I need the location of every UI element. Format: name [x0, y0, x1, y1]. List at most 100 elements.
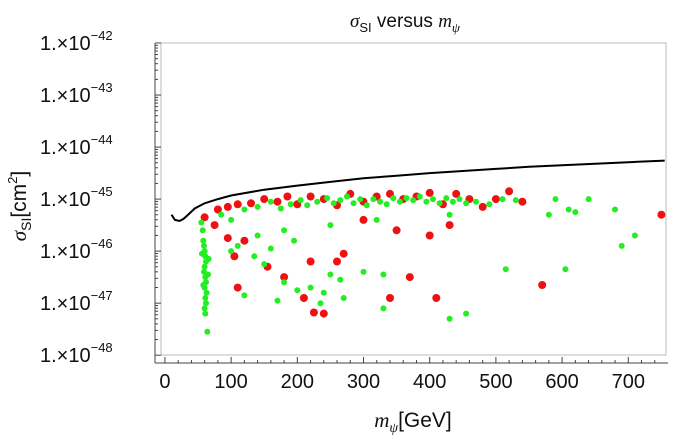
green-point-54 — [473, 198, 479, 205]
green-point-1 — [199, 227, 206, 234]
green-point-78 — [294, 287, 301, 294]
exclusion-curve-layer — [170, 159, 665, 223]
green-point-91 — [562, 266, 569, 273]
x-axis-label: mψ[GeV] — [374, 408, 452, 436]
green-point-83 — [337, 276, 344, 283]
chart-title: σSI versus mψ — [350, 11, 461, 35]
red-point-20 — [452, 189, 461, 198]
green-point-2 — [200, 237, 207, 244]
green-point-76 — [261, 261, 268, 268]
green-point-80 — [274, 297, 281, 304]
title-sigma: σ — [350, 11, 360, 32]
x-tick-label-0: 0 — [159, 371, 170, 393]
x-axis-ticks: 0 100 200 300 400 500 600 700 — [159, 357, 656, 393]
red-point-0 — [200, 213, 209, 222]
ylabel-sigma: σ — [7, 229, 31, 241]
green-point-77 — [281, 279, 288, 286]
green-point-53 — [463, 200, 470, 207]
green-point-87 — [380, 305, 387, 312]
green-point-27 — [277, 205, 284, 212]
x-tick-label-600: 600 — [545, 371, 578, 393]
ylabel-unit-b: ] — [8, 171, 31, 177]
red-point-18 — [425, 188, 434, 197]
red-point-46 — [319, 309, 328, 318]
green-point-73 — [251, 253, 258, 260]
green-point-0 — [198, 219, 205, 226]
y-tick-label−48: 1.×10−48 — [40, 340, 113, 367]
green-point-41 — [383, 201, 390, 208]
y-tick-label−46: 1.×10−46 — [40, 236, 113, 263]
green-point-47 — [423, 198, 430, 205]
x-tick-label-500: 500 — [479, 371, 512, 393]
red-point-25 — [518, 197, 527, 206]
green-point-34 — [337, 197, 344, 204]
green-point-67 — [373, 216, 380, 223]
red-point-39 — [432, 294, 441, 302]
green-point-18 — [205, 271, 211, 278]
green-point-85 — [320, 289, 327, 296]
green-point-17 — [204, 328, 211, 335]
red-point-37 — [445, 221, 454, 230]
green-point-33 — [330, 200, 337, 207]
xlabel-sub: ψ — [389, 421, 398, 436]
green-point-49 — [436, 200, 443, 207]
red-point-38 — [405, 273, 414, 282]
red-point-40 — [538, 281, 547, 289]
green-point-13 — [202, 295, 209, 301]
red-point-7 — [283, 192, 292, 201]
green-point-32 — [324, 195, 331, 202]
green-point-70 — [254, 232, 261, 239]
red-point-1 — [213, 205, 222, 214]
green-point-82 — [360, 268, 367, 275]
green-point-93 — [340, 295, 347, 301]
green-point-57 — [512, 197, 519, 204]
green-point-74 — [267, 245, 274, 252]
green-point-19 — [205, 255, 212, 262]
green-point-62 — [631, 232, 638, 239]
green-point-46 — [416, 193, 423, 200]
green-point-61 — [612, 206, 618, 213]
data-points-layer — [198, 187, 666, 335]
red-point-41 — [233, 283, 242, 292]
green-point-64 — [545, 211, 552, 218]
red-point-2 — [223, 202, 232, 211]
green-point-25 — [254, 203, 261, 210]
green-point-71 — [234, 242, 241, 249]
x-tick-label-100: 100 — [214, 371, 247, 393]
red-point-43 — [299, 294, 308, 302]
green-point-68 — [327, 222, 334, 229]
red-point-23 — [491, 195, 500, 204]
green-point-81 — [327, 271, 334, 278]
green-point-88 — [446, 315, 453, 322]
green-point-14 — [203, 300, 209, 307]
green-point-22 — [218, 211, 225, 218]
green-point-58 — [552, 196, 559, 203]
red-point-33 — [339, 249, 348, 258]
green-point-44 — [403, 195, 410, 202]
green-point-55 — [486, 201, 493, 208]
red-point-27 — [210, 221, 219, 230]
red-point-35 — [392, 226, 401, 235]
red-point-44 — [333, 257, 341, 266]
green-point-56 — [499, 196, 506, 203]
xlabel-unit: [GeV] — [398, 409, 452, 432]
exclusion-curve — [170, 159, 665, 223]
green-point-28 — [287, 201, 294, 208]
y-tick-label−47: 1.×10−47 — [40, 288, 113, 315]
green-point-16 — [202, 310, 209, 317]
red-point-24 — [505, 187, 514, 196]
green-point-60 — [565, 206, 572, 213]
green-point-31 — [314, 198, 321, 205]
ylabel-sub: SI — [18, 218, 34, 231]
green-point-42 — [390, 195, 397, 202]
x-tick-label-300: 300 — [347, 371, 380, 393]
green-point-7 — [201, 263, 208, 270]
title-mid: versus — [372, 11, 439, 32]
title-sigma-sub: SI — [359, 20, 371, 35]
red-point-34 — [359, 215, 368, 224]
green-point-92 — [307, 284, 314, 291]
y-tick-label−43: 1.×10−43 — [40, 80, 113, 107]
x-tick-label-700: 700 — [612, 371, 645, 393]
green-point-63 — [618, 242, 625, 249]
